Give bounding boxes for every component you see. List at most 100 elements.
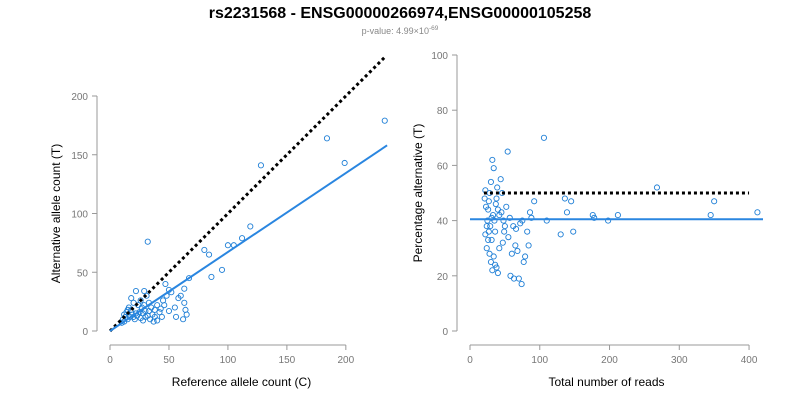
data-point xyxy=(528,214,535,221)
data-point xyxy=(512,242,519,249)
data-point xyxy=(493,264,500,271)
data-point xyxy=(514,247,521,255)
data-point xyxy=(496,245,503,252)
data-point xyxy=(570,228,577,235)
data-point xyxy=(488,236,495,243)
data-point xyxy=(247,223,254,230)
fit-line xyxy=(109,144,388,332)
allele-count-plot: 0 50 100 150 200 0 50 100 150 200 Reference allele… xyxy=(49,56,388,389)
data-point xyxy=(507,272,514,279)
x-tick-label: 300 xyxy=(671,355,688,366)
data-point xyxy=(501,228,508,235)
data-point xyxy=(162,280,169,288)
data-point xyxy=(201,246,208,253)
data-point xyxy=(481,195,488,202)
data-point xyxy=(489,267,496,274)
data-point xyxy=(519,217,526,224)
data-point xyxy=(540,134,547,141)
data-point xyxy=(508,250,515,257)
data-point xyxy=(501,223,508,230)
data-point xyxy=(486,250,493,257)
x-tick-label: 0 xyxy=(107,355,113,366)
data-point xyxy=(150,318,157,325)
data-point xyxy=(239,235,246,242)
data-point xyxy=(171,304,178,311)
data-point xyxy=(485,236,492,243)
p-value-exponent: -69 xyxy=(429,25,439,32)
data-point xyxy=(524,228,531,235)
data-point xyxy=(181,285,188,292)
data-point xyxy=(522,253,529,260)
data-point xyxy=(144,238,151,245)
data-point xyxy=(257,162,264,169)
data-point xyxy=(175,295,182,302)
x-tick-label: 400 xyxy=(741,355,758,366)
data-point xyxy=(156,309,163,316)
data-point xyxy=(490,253,497,260)
data-point xyxy=(499,239,506,246)
data-point xyxy=(503,203,510,210)
chart-subtitle: p-value: 4.99×10-69 xyxy=(362,25,439,36)
data-point xyxy=(218,266,226,273)
data-point xyxy=(711,198,718,205)
data-point xyxy=(561,195,568,202)
data-point xyxy=(494,269,501,277)
data-point xyxy=(490,165,497,172)
data-point xyxy=(158,313,165,320)
data-point xyxy=(754,209,761,216)
data-point xyxy=(488,214,495,221)
data-point xyxy=(482,203,490,210)
data-point xyxy=(487,223,494,230)
data-point xyxy=(492,228,499,235)
chart-title: rs2231568 - ENSG00000266974,ENSG00000105… xyxy=(209,5,592,22)
data-point xyxy=(139,317,147,324)
data-point xyxy=(531,198,538,205)
y-tick-label: 20 xyxy=(437,272,449,283)
data-point xyxy=(157,305,164,312)
data-point xyxy=(506,214,513,221)
y-tick-label: 60 xyxy=(437,161,449,172)
data-point xyxy=(165,307,173,315)
data-point xyxy=(205,251,213,258)
data-point xyxy=(145,307,152,315)
data-point xyxy=(614,212,621,219)
data-point xyxy=(557,231,564,238)
data-point xyxy=(161,302,168,309)
data-point xyxy=(568,198,575,205)
y-tick-label: 80 xyxy=(437,106,449,117)
y-tick-label: 150 xyxy=(71,151,88,162)
data-point xyxy=(520,258,527,266)
p-value-text: p-value: 4.99×10 xyxy=(362,26,429,36)
data-point xyxy=(137,297,144,304)
x-tick-label: 100 xyxy=(220,355,237,366)
data-point xyxy=(381,117,388,124)
data-point xyxy=(132,287,139,295)
data-point xyxy=(526,209,534,216)
data-point xyxy=(505,234,512,241)
x-tick-label: 0 xyxy=(467,355,473,366)
data-point xyxy=(494,184,501,191)
data-point xyxy=(605,217,612,224)
data-point xyxy=(141,287,148,295)
data-point xyxy=(515,275,522,282)
y-tick-label: 0 xyxy=(442,327,448,338)
data-point xyxy=(483,223,490,230)
y-tick-label: 0 xyxy=(82,327,88,338)
data-point xyxy=(589,212,596,219)
data-point xyxy=(492,200,499,208)
data-point xyxy=(498,209,505,216)
data-point xyxy=(181,299,188,306)
data-point xyxy=(482,231,489,238)
data-point xyxy=(487,178,494,186)
data-point xyxy=(185,275,193,282)
y-tick-label: 50 xyxy=(77,268,89,279)
y-tick-label: 100 xyxy=(71,210,88,221)
y-tick-label: 100 xyxy=(431,51,448,62)
data-point xyxy=(525,242,532,249)
data-point xyxy=(485,198,492,205)
x-axis-title: Reference allele count (C) xyxy=(172,375,311,389)
data-point xyxy=(224,242,231,249)
x-axis-title: Total number of reads xyxy=(548,375,664,389)
